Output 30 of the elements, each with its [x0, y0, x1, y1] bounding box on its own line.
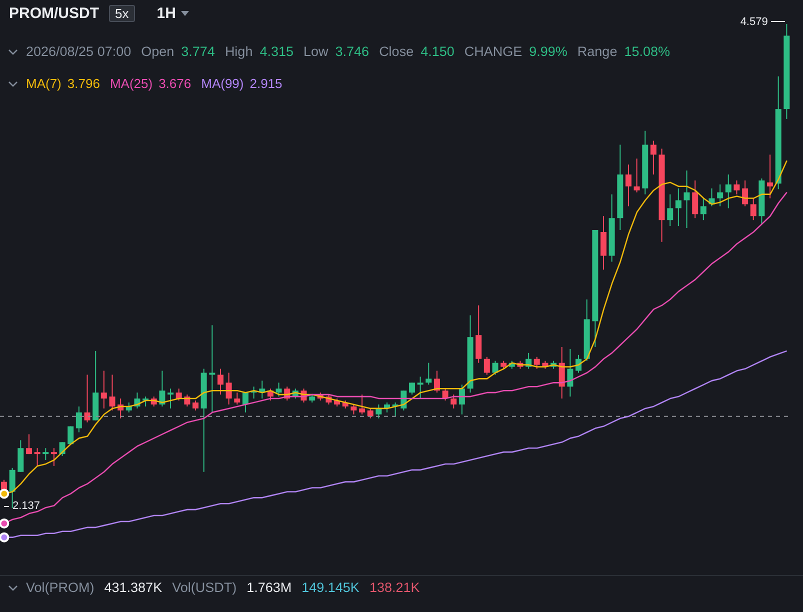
annotation: CHANGE: [464, 44, 522, 59]
annotation: Low: [304, 44, 328, 59]
text: MA(25): [110, 76, 153, 91]
annotation: 15.08%: [624, 44, 670, 59]
annotation: Close: [379, 44, 414, 59]
text: Vol(PROM): [26, 580, 94, 595]
annotation: 2.915: [250, 76, 282, 91]
chart-subtitle: 1H: [156, 5, 176, 22]
text: 431.387K: [104, 580, 162, 595]
annotation: High: [224, 44, 253, 59]
annotation: 3.676: [158, 76, 192, 91]
text: 149.145K: [302, 580, 360, 595]
annotation: Range: [577, 44, 618, 59]
text: MA(99): [201, 76, 244, 91]
text: Vol(USDT): [172, 580, 237, 595]
chart-title: PROM/USDT: [9, 5, 99, 22]
annotation: 3.796: [67, 76, 100, 91]
annotation: 4.579: [740, 16, 768, 28]
text: 138.21K: [369, 580, 420, 595]
annotation: 5x: [109, 5, 135, 22]
annotation: 4.315: [260, 44, 294, 59]
annotation: 4.150: [420, 44, 454, 59]
annotation: 9.99%: [529, 44, 568, 59]
annotation: 3.746: [335, 44, 370, 59]
annotation: 3.774: [181, 44, 215, 59]
annotation: 2026/08/25 07:00: [26, 44, 132, 59]
annotation: 2.137: [12, 500, 40, 512]
annotation: Open: [141, 44, 174, 59]
text: 1.763M: [246, 580, 292, 595]
text: MA(7): [26, 76, 62, 91]
